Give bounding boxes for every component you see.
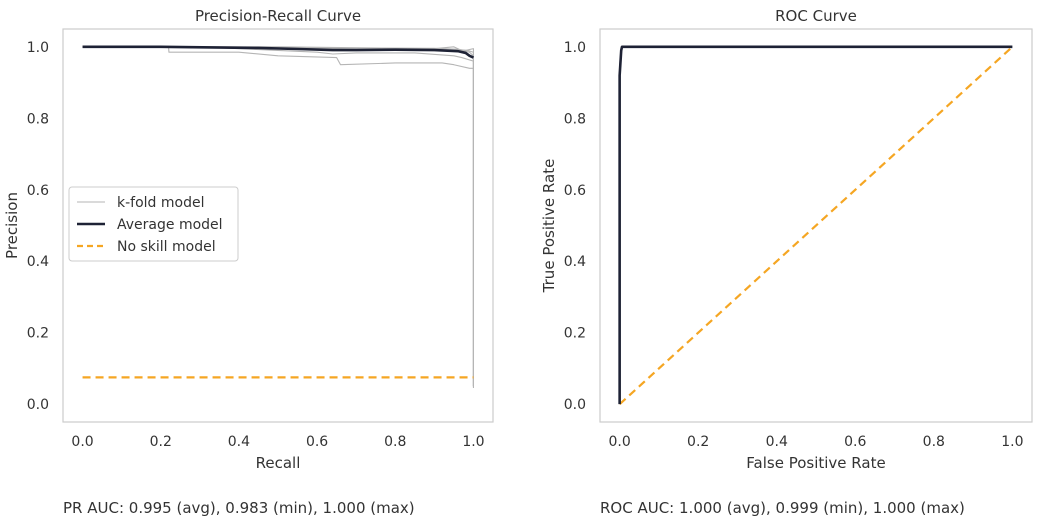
pr-curve-panel: Precision-Recall Curve 0.0 0.2 0.4 0.6 0.8 1.0… [3, 7, 494, 472]
pr-x-tick-label: 0.4 [228, 434, 250, 450]
roc-x-tick-label: 0.6 [844, 434, 866, 450]
pr-x-tick-label: 0.6 [306, 434, 328, 450]
roc-y-axis-label: True Positive Rate [540, 159, 558, 294]
roc-y-tick-label: 0.2 [564, 326, 586, 342]
pr-plot-frame [62, 28, 494, 423]
pr-x-tick-label: 0.8 [384, 434, 406, 450]
roc-auc-summary: ROC AUC: 1.000 (avg), 0.999 (min), 1.000… [600, 499, 965, 517]
pr-y-tick-label: 1.0 [27, 40, 49, 56]
roc-average-model-line-1 [618, 45, 1013, 405]
pr-title: Precision-Recall Curve [195, 7, 361, 25]
pr-k-fold-model-line-1 [82, 46, 474, 389]
roc-y-tick-label: 1.0 [564, 40, 586, 56]
pr-k-fold-model-line-4 [82, 46, 474, 387]
pr-average-model-line-5 [82, 45, 474, 59]
pr-x-tick-label: 1.0 [462, 434, 484, 450]
roc-x-tick-label: 0.4 [766, 434, 788, 450]
pr-y-tick-label: 0.2 [27, 326, 49, 342]
legend-label: Average model [117, 217, 223, 233]
pr-x-axis-label: Recall [256, 454, 301, 472]
pr-legend: k-fold model Average model No skill model [68, 186, 239, 262]
pr-auc-summary: PR AUC: 0.995 (avg), 0.983 (min), 1.000 … [63, 499, 415, 517]
roc-y-tick-label: 0.6 [564, 183, 586, 199]
pr-x-tick-label: 0.2 [150, 434, 172, 450]
pr-y-tick-label: 0.8 [27, 111, 49, 127]
pr-k-fold-model-line-2 [82, 46, 474, 387]
roc-x-tick-label: 0.0 [609, 434, 631, 450]
pr-y-tick-label: 0.4 [27, 254, 49, 270]
pr-k-fold-model-line-3 [82, 46, 474, 387]
pr-y-tick-label: 0.6 [27, 183, 49, 199]
roc-y-tick-label: 0.4 [564, 254, 586, 270]
roc-x-tick-label: 0.2 [687, 434, 709, 450]
roc-x-tick-label: 1.0 [1001, 434, 1023, 450]
roc-y-tick-label: 0.8 [564, 111, 586, 127]
pr-y-axis-label: Precision [3, 192, 21, 259]
roc-x-axis-label: False Positive Rate [746, 454, 885, 472]
roc-no-skill-model-line-2 [618, 46, 1014, 405]
pr-y-tick-label: 0.0 [27, 397, 49, 413]
legend-label: No skill model [117, 239, 216, 255]
roc-x-tick-label: 0.8 [923, 434, 945, 450]
roc-curve-panel: ROC Curve 0.0 0.2 0.4 0.6 0.8 1.0 0.0 0.2 0.4 0.6 0… [540, 7, 1033, 472]
roc-y-tick-label: 0.0 [564, 397, 586, 413]
roc-plot-frame [599, 28, 1033, 423]
roc-title: ROC Curve [775, 7, 857, 25]
pr-legend-box [68, 186, 239, 262]
pr-x-tick-label: 0.0 [71, 434, 93, 450]
legend-label: k-fold model [117, 195, 204, 211]
